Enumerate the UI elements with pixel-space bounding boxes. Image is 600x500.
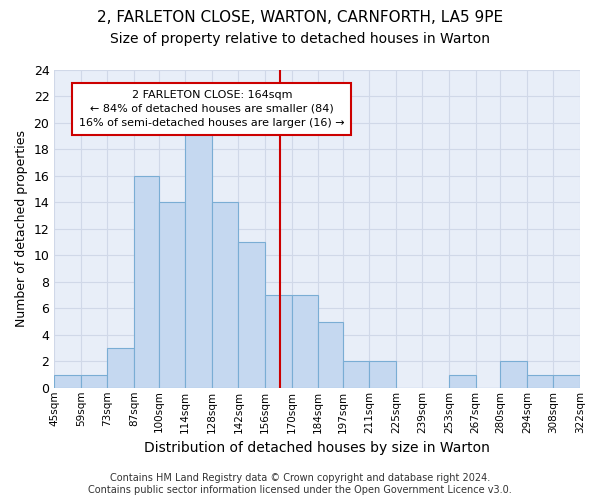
Y-axis label: Number of detached properties: Number of detached properties xyxy=(15,130,28,328)
Text: 2, FARLETON CLOSE, WARTON, CARNFORTH, LA5 9PE: 2, FARLETON CLOSE, WARTON, CARNFORTH, LA… xyxy=(97,10,503,25)
Bar xyxy=(54,374,81,388)
Bar xyxy=(238,242,265,388)
Bar xyxy=(553,374,580,388)
Bar xyxy=(81,374,107,388)
Text: 2 FARLETON CLOSE: 164sqm
← 84% of detached houses are smaller (84)
16% of semi-d: 2 FARLETON CLOSE: 164sqm ← 84% of detach… xyxy=(79,90,344,128)
Bar xyxy=(185,123,212,388)
Bar xyxy=(265,295,292,388)
X-axis label: Distribution of detached houses by size in Warton: Distribution of detached houses by size … xyxy=(144,441,490,455)
Bar xyxy=(134,176,158,388)
Bar xyxy=(158,202,185,388)
Text: Size of property relative to detached houses in Warton: Size of property relative to detached ho… xyxy=(110,32,490,46)
Bar xyxy=(527,374,553,388)
Bar xyxy=(292,295,318,388)
Text: Contains HM Land Registry data © Crown copyright and database right 2024.
Contai: Contains HM Land Registry data © Crown c… xyxy=(88,474,512,495)
Bar xyxy=(500,362,527,388)
Bar xyxy=(107,348,134,388)
Bar xyxy=(343,362,370,388)
Bar xyxy=(212,202,238,388)
Bar xyxy=(370,362,396,388)
Bar xyxy=(318,322,343,388)
Bar xyxy=(449,374,476,388)
